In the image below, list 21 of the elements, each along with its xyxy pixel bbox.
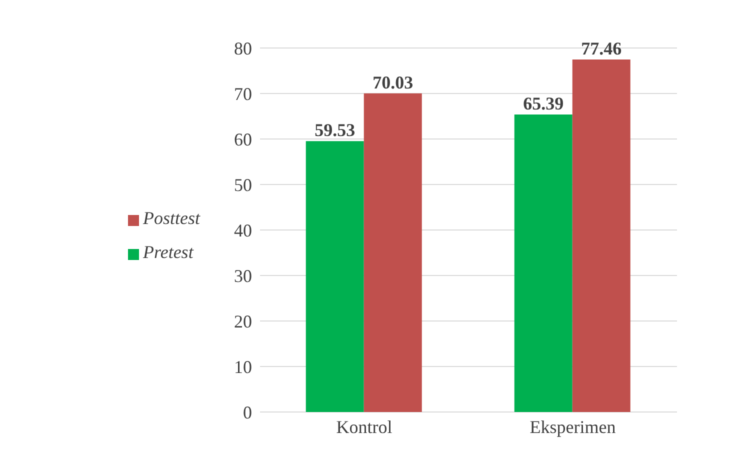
y-tick-label: 40 — [234, 220, 252, 240]
data-label: 59.53 — [314, 120, 356, 140]
bar — [306, 141, 364, 412]
y-tick-label: 70 — [234, 84, 252, 104]
x-tick-label: Kontrol — [336, 416, 392, 437]
y-tick-label: 10 — [234, 356, 252, 377]
y-tick-label: 80 — [234, 38, 252, 58]
data-label: 65.39 — [523, 93, 564, 114]
data-label: 77.46 — [581, 38, 622, 59]
y-tick-label: 20 — [234, 311, 252, 332]
legend-label: Pretest — [143, 242, 194, 262]
legend-label: Posttest — [143, 208, 200, 228]
bar — [572, 60, 630, 412]
data-label: 70.03 — [372, 72, 414, 92]
y-tick-label: 60 — [234, 129, 252, 150]
y-tick-label: 30 — [234, 266, 252, 286]
y-tick-label: 0 — [243, 402, 252, 422]
x-tick-label: Eksperimen — [530, 416, 616, 437]
bar — [514, 114, 572, 412]
y-tick-label: 50 — [234, 174, 252, 195]
bar — [364, 93, 422, 412]
